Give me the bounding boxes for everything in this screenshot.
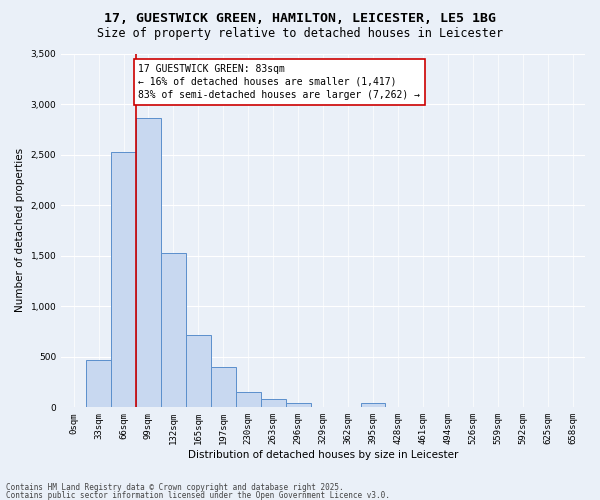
Bar xyxy=(286,404,311,407)
Text: Contains HM Land Registry data © Crown copyright and database right 2025.: Contains HM Land Registry data © Crown c… xyxy=(6,484,344,492)
Bar xyxy=(211,367,236,408)
Bar xyxy=(261,399,286,407)
Bar xyxy=(236,392,261,407)
Bar xyxy=(186,334,211,407)
Text: 17, GUESTWICK GREEN, HAMILTON, LEICESTER, LE5 1BG: 17, GUESTWICK GREEN, HAMILTON, LEICESTER… xyxy=(104,12,496,26)
Bar xyxy=(161,252,186,408)
Bar xyxy=(86,360,111,408)
Text: 17 GUESTWICK GREEN: 83sqm
← 16% of detached houses are smaller (1,417)
83% of se: 17 GUESTWICK GREEN: 83sqm ← 16% of detac… xyxy=(139,64,421,100)
Text: Contains public sector information licensed under the Open Government Licence v3: Contains public sector information licen… xyxy=(6,491,390,500)
X-axis label: Distribution of detached houses by size in Leicester: Distribution of detached houses by size … xyxy=(188,450,458,460)
Bar xyxy=(111,152,136,408)
Bar xyxy=(136,118,161,408)
Y-axis label: Number of detached properties: Number of detached properties xyxy=(15,148,25,312)
Text: Size of property relative to detached houses in Leicester: Size of property relative to detached ho… xyxy=(97,28,503,40)
Bar xyxy=(361,403,385,407)
